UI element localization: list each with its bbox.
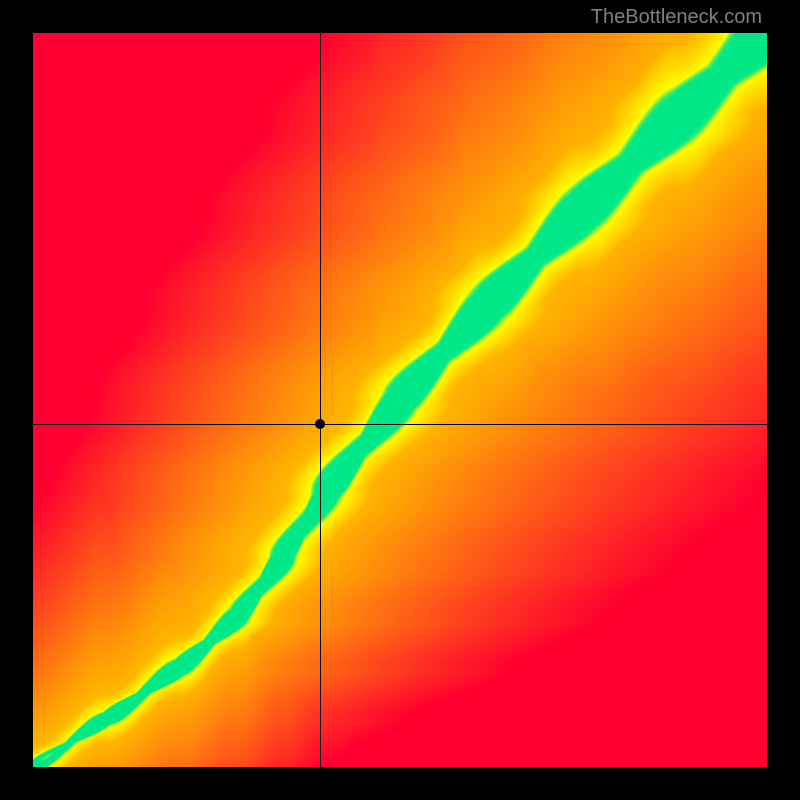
- heatmap-plot: [33, 33, 767, 767]
- crosshair-horizontal: [33, 424, 767, 425]
- crosshair-marker: [315, 419, 325, 429]
- watermark-text: TheBottleneck.com: [591, 6, 762, 29]
- crosshair-vertical: [320, 33, 321, 767]
- heatmap-canvas: [33, 33, 767, 767]
